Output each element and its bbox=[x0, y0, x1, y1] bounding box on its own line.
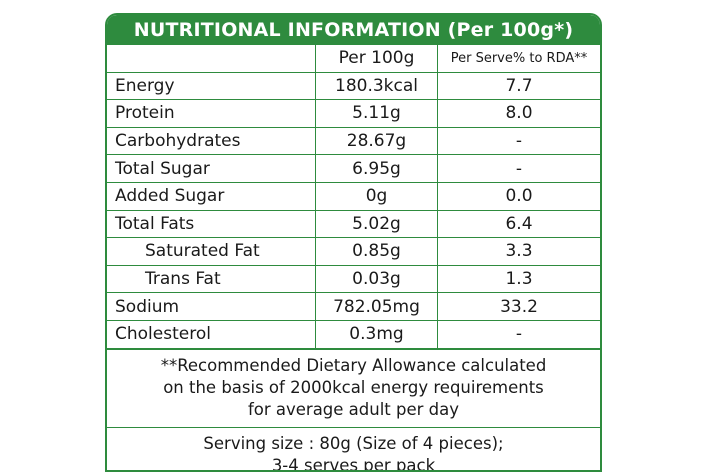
rda-footnote: **Recommended Dietary Allowance calculat… bbox=[107, 348, 600, 427]
serving-info: Serving size : 80g (Size of 4 pieces); 3… bbox=[107, 426, 600, 472]
rda-value: - bbox=[437, 319, 600, 349]
serving-line: Serving size : 80g (Size of 4 pieces); bbox=[203, 433, 504, 453]
table-row: Added Sugar 0g 0.0 bbox=[107, 181, 600, 211]
nutrient-name: Protein bbox=[107, 99, 316, 128]
header-nutrient bbox=[107, 45, 316, 73]
serving-line: 3-4 serves per pack bbox=[271, 455, 436, 472]
per-100g-value: 0g bbox=[315, 181, 438, 211]
nutrient-name: Saturated Fat bbox=[107, 237, 316, 266]
nutrient-name: Energy bbox=[107, 71, 316, 101]
table-header-row: Per 100g Per Serve% to RDA** bbox=[107, 45, 600, 73]
table-row: Sodium 782.05mg 33.2 bbox=[107, 292, 600, 321]
nutrition-panel: NUTRITIONAL INFORMATION (Per 100g*) Per … bbox=[105, 13, 602, 472]
header-rda: Per Serve% to RDA** bbox=[437, 45, 600, 73]
nutrient-name: Total Fats bbox=[107, 209, 316, 239]
rda-value: 8.0 bbox=[437, 99, 600, 128]
per-100g-value: 0.85g bbox=[315, 237, 438, 266]
per-100g-value: 6.95g bbox=[315, 154, 438, 183]
table-row: Trans Fat 0.03g 1.3 bbox=[107, 264, 600, 294]
table-row: Cholesterol 0.3mg - bbox=[107, 319, 600, 349]
rda-value: 3.3 bbox=[437, 237, 600, 266]
nutrition-table: Per 100g Per Serve% to RDA** Energy 180.… bbox=[107, 45, 600, 349]
nutrient-name: Total Sugar bbox=[107, 154, 316, 183]
table-row: Saturated Fat 0.85g 3.3 bbox=[107, 237, 600, 266]
header-per-100g: Per 100g bbox=[315, 45, 438, 73]
panel-title: NUTRITIONAL INFORMATION (Per 100g*) bbox=[107, 15, 600, 45]
per-100g-value: 28.67g bbox=[315, 126, 438, 156]
nutrient-name: Carbohydrates bbox=[107, 126, 316, 156]
table-row: Protein 5.11g 8.0 bbox=[107, 99, 600, 128]
per-100g-value: 0.3mg bbox=[315, 319, 438, 349]
per-100g-value: 5.02g bbox=[315, 209, 438, 239]
rda-value: 7.7 bbox=[437, 71, 600, 101]
rda-value: 6.4 bbox=[437, 209, 600, 239]
footnote-line: for average adult per day bbox=[247, 399, 460, 419]
per-100g-value: 782.05mg bbox=[315, 292, 438, 321]
per-100g-value: 5.11g bbox=[315, 99, 438, 128]
table-row: Total Fats 5.02g 6.4 bbox=[107, 209, 600, 239]
rda-value: - bbox=[437, 154, 600, 183]
nutrient-name: Trans Fat bbox=[107, 264, 316, 294]
table-row: Carbohydrates 28.67g - bbox=[107, 126, 600, 156]
per-100g-value: 0.03g bbox=[315, 264, 438, 294]
table-row: Energy 180.3kcal 7.7 bbox=[107, 71, 600, 101]
nutrient-name: Sodium bbox=[107, 292, 316, 321]
rda-value: 1.3 bbox=[437, 264, 600, 294]
per-100g-value: 180.3kcal bbox=[315, 71, 438, 101]
footnote-line: **Recommended Dietary Allowance calculat… bbox=[160, 355, 547, 375]
footnote-line: on the basis of 2000kcal energy requirem… bbox=[163, 377, 544, 397]
rda-value: - bbox=[437, 126, 600, 156]
nutrient-name: Cholesterol bbox=[107, 319, 316, 349]
rda-value: 0.0 bbox=[437, 181, 600, 211]
nutrient-name: Added Sugar bbox=[107, 181, 316, 211]
rda-value: 33.2 bbox=[437, 292, 600, 321]
table-row: Total Sugar 6.95g - bbox=[107, 154, 600, 183]
